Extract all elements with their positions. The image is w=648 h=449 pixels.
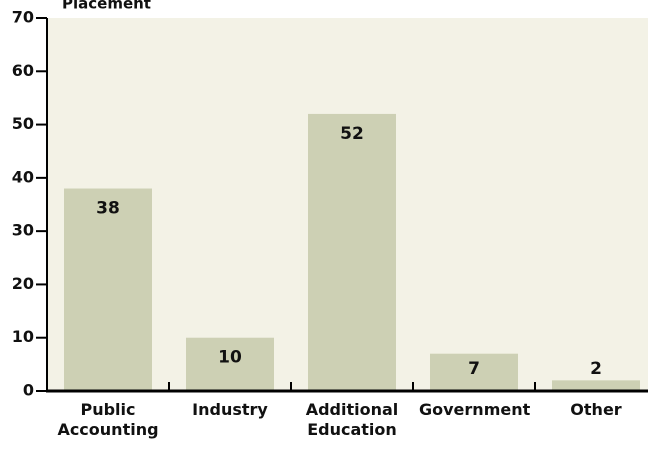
value-label: 10 xyxy=(218,348,242,368)
y-tick-label: 60 xyxy=(12,61,34,80)
y-tick-label: 0 xyxy=(23,381,34,400)
y-tick-label: 70 xyxy=(12,8,34,27)
bar xyxy=(308,113,396,392)
x-tick-label: Additional Education xyxy=(305,400,399,439)
x-tick-label: Industry xyxy=(192,400,268,419)
bar xyxy=(186,337,274,391)
bar xyxy=(430,353,518,391)
x-tick-label: Public Accounting xyxy=(57,400,159,439)
y-tick-label: 20 xyxy=(12,274,34,293)
y-tick-label: 10 xyxy=(12,327,34,346)
y-tick-label: 50 xyxy=(12,114,34,133)
x-tick-label: Other xyxy=(570,400,622,419)
value-label: 7 xyxy=(468,359,480,379)
y-tick-label: 30 xyxy=(12,221,34,240)
value-label: 52 xyxy=(340,124,364,144)
value-label: 38 xyxy=(96,199,120,219)
value-label: 2 xyxy=(590,359,602,379)
bar xyxy=(64,188,152,391)
x-tick-label: Government xyxy=(419,400,531,419)
bar xyxy=(552,380,640,391)
y-tick-label: 40 xyxy=(12,167,34,186)
chart-title: Placement xyxy=(62,0,151,13)
